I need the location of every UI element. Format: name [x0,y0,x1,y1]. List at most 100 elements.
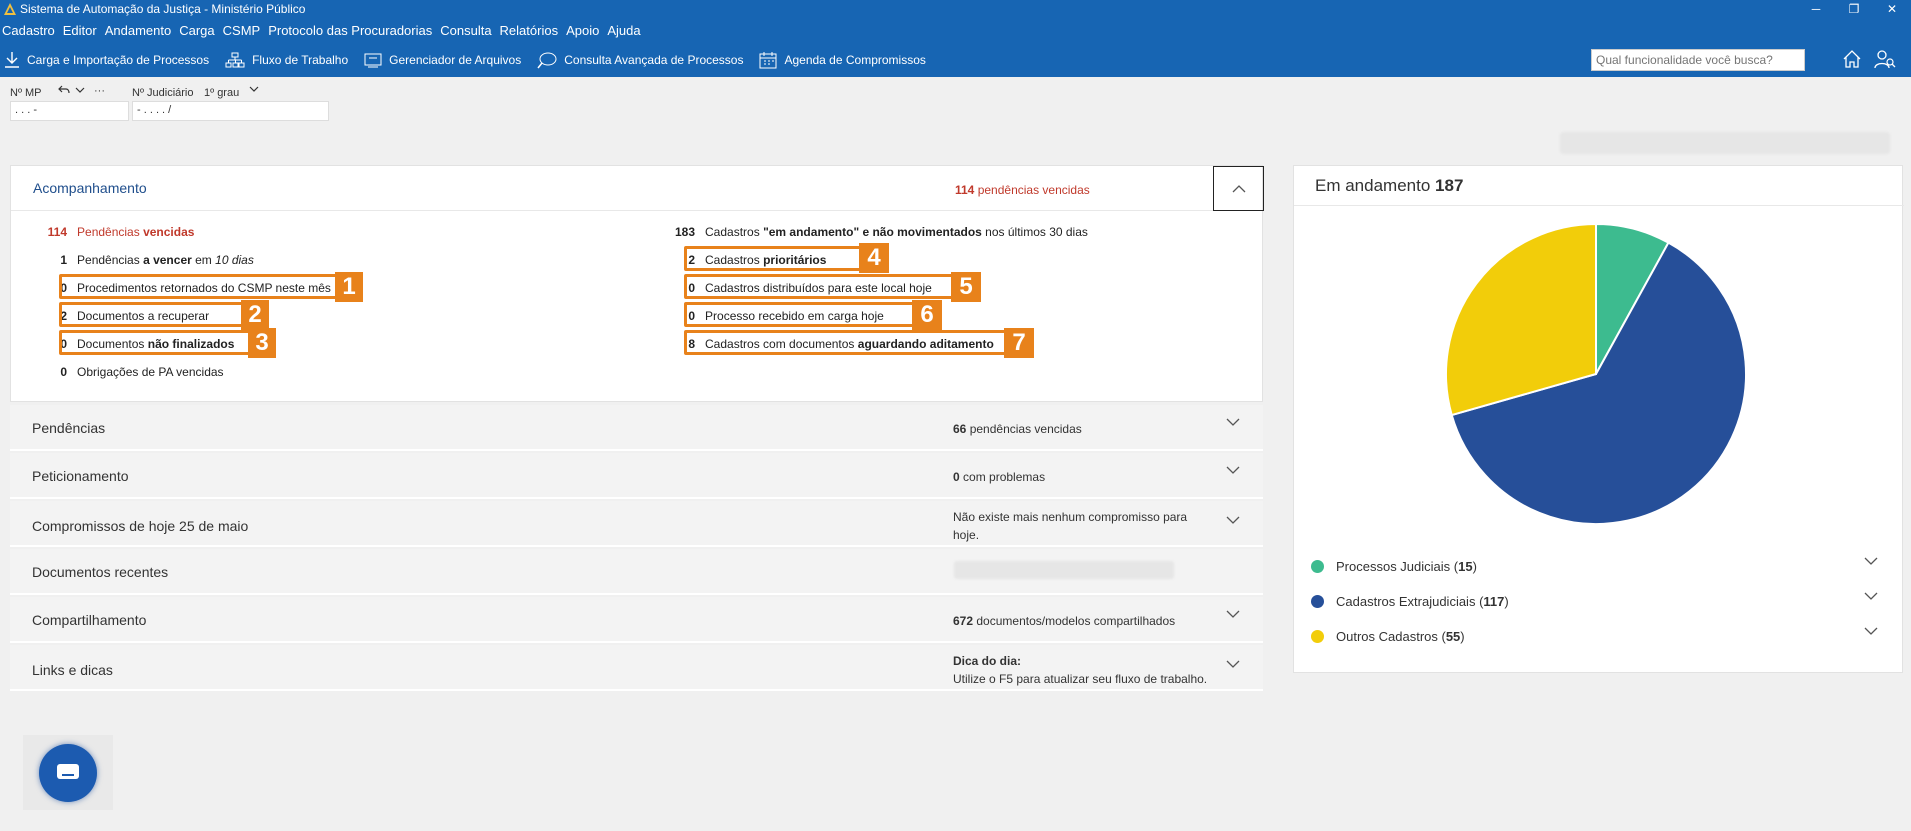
chevron-down-icon[interactable] [75,86,85,94]
status-count: 0 [953,470,960,484]
obrigacoes-pa-item[interactable]: 0 Obrigações de PA vencidas [43,365,223,379]
legend-cadastros-extrajudiciais[interactable]: Cadastros Extrajudiciais (117) [1311,594,1509,609]
legend-dot [1311,630,1324,643]
judicial-number-field[interactable]: - . . . . / [132,101,329,121]
minimize-button[interactable]: ─ [1811,2,1821,16]
menu-csmp[interactable]: CSMP [222,22,261,38]
item-text: Procedimentos retornados do CSMP neste m… [77,281,331,295]
chevron-down-icon[interactable] [1226,466,1240,475]
chevron-down-icon[interactable] [1226,610,1240,619]
count: 0 [60,337,67,351]
chevron-down-icon[interactable] [1226,516,1240,525]
cadastros-distribuidos-item[interactable]: 0 Cadastros distribuídos para este local… [671,281,932,295]
close-button[interactable]: ✕ [1886,2,1898,16]
section-title: Documentos recentes [32,564,169,580]
section-title: Compartilhamento [32,612,147,628]
feature-search-input[interactable] [1591,49,1805,71]
chat-search-icon [537,52,557,68]
count: 114 [47,225,67,239]
toolbar-label: Consulta Avançada de Processos [564,52,744,67]
menu-protocolo[interactable]: Protocolo das Procuradorias [268,22,433,38]
documentos-recuperar-item[interactable]: 2 Documentos a recuperar [43,309,209,323]
documentos-nao-finalizados-item[interactable]: 0 Documentos não finalizados [43,337,234,351]
item-text: Cadastros [705,253,760,267]
grau-chevron-down-icon[interactable] [249,85,259,93]
pie-slice-outros-cadastros[interactable] [1445,222,1597,417]
tip-title: Dica do dia: [953,654,1022,668]
menu-apoio[interactable]: Apoio [566,22,600,38]
more-options-icon[interactable]: ··· [94,85,105,97]
item-text: Pendências [77,225,140,239]
menu-ajuda[interactable]: Ajuda [607,22,641,38]
section-status: 0 com problemas [953,470,1045,484]
toolbar-agenda-compromissos[interactable]: Agenda de Compromissos [755,51,926,69]
toolbar-carga-importacao[interactable]: Carga e Importação de Processos [0,51,209,69]
collapse-button[interactable] [1213,166,1264,211]
annotation-badge-6: 6 [912,300,942,330]
annotation-badge-3: 3 [248,328,276,358]
acompanhamento-header[interactable]: Acompanhamento 114 pendências vencidas [11,166,1264,211]
pie-chart [1445,222,1747,525]
home-icon[interactable] [1842,49,1862,69]
cadastros-em-andamento-item[interactable]: 183 Cadastros "em andamento" e não movim… [671,225,1088,239]
legend-processos-judiciais[interactable]: Processos Judiciais (15) [1311,559,1477,574]
section-links-dicas[interactable]: Links e dicas Dica do dia: Utilize o F5 p… [10,645,1263,691]
chevron-down-icon[interactable] [1864,627,1878,636]
menu-andamento[interactable]: Andamento [104,22,172,38]
download-icon [5,51,19,68]
processo-recebido-carga-item[interactable]: 0 Processo recebido em carga hoje [671,309,883,323]
legend-outros-cadastros[interactable]: Outros Cadastros (55) [1311,629,1465,644]
blurred-status [954,561,1174,579]
user-search-icon[interactable] [1874,49,1896,69]
procedimentos-retornados-item[interactable]: 0 Procedimentos retornados do CSMP neste… [43,281,331,295]
cadastros-aguardando-aditamento-item[interactable]: 8 Cadastros com documentos aguardando ad… [671,337,993,351]
file-manager-icon [364,53,382,67]
legend-count: 117 [1483,594,1505,609]
section-title: Links e dicas [32,662,113,678]
item-text: Cadastros [705,225,760,239]
menu-consulta[interactable]: Consulta [440,22,492,38]
chevron-down-icon[interactable] [1864,592,1878,601]
item-text: Pendências [77,253,140,267]
section-compromissos[interactable]: Compromissos de hoje 25 de maio Não exis… [10,501,1263,547]
menu-editor[interactable]: Editor [62,22,97,38]
pendencias-a-vencer-item[interactable]: 1 Pendências a vencer em 10 dias [43,253,254,267]
toolbar-gerenciador-arquivos[interactable]: Gerenciador de Arquivos [360,52,521,68]
section-compartilhamento[interactable]: Compartilhamento 672 documentos/modelos … [10,597,1263,643]
count: 0 [60,365,67,379]
toolbar-fluxo-trabalho[interactable]: Fluxo de Trabalho [221,52,348,68]
pie-slice-cadastros-extrajudiciais[interactable] [1450,241,1747,525]
legend-count: 15 [1458,559,1473,574]
tip-text: Utilize o F5 para atualizar seu fluxo de… [953,672,1208,686]
cadastros-prioritarios-item[interactable]: 2 Cadastros prioritários [671,253,826,267]
undo-icon[interactable] [58,85,70,95]
chat-bubble-icon [39,743,97,802]
maximize-button[interactable]: ❐ [1848,2,1860,16]
section-peticionamento[interactable]: Peticionamento 0 com problemas [10,453,1263,499]
judicial-number-label: Nº Judiciário [132,87,194,99]
chevron-down-icon[interactable] [1226,418,1240,427]
legend-dot [1311,595,1324,608]
mp-number-field[interactable]: . . . - [10,101,129,121]
menu-carga[interactable]: Carga [179,22,215,38]
section-pendencias[interactable]: Pendências 66 pendências vencidas [10,405,1263,451]
chevron-down-icon[interactable] [1864,557,1878,566]
toolbar-consulta-avancada[interactable]: Consulta Avançada de Processos [533,51,743,69]
grau-label: 1º grau [204,87,240,99]
section-documentos-recentes[interactable]: Documentos recentes [10,549,1263,595]
section-status: Dica do dia: Utilize o F5 para atualizar … [953,652,1207,688]
menu-bar: Cadastro Editor Andamento Carga CSMP Pro… [0,18,1911,42]
status-text: pendências vencidas [969,422,1082,436]
mp-number-label: Nº MP [10,87,42,99]
menu-relatorios[interactable]: Relatórios [499,22,559,38]
menu-cadastro[interactable]: Cadastro [2,22,55,38]
toolbar-label: Carga e Importação de Processos [27,52,210,67]
chevron-down-icon[interactable] [1226,660,1240,669]
legend-count: 55 [1445,629,1461,644]
floating-chat-button[interactable] [23,735,113,810]
section-status: 672 documentos/modelos compartilhados [953,614,1175,628]
item-text: Documentos [77,337,145,351]
pendencias-vencidas-item[interactable]: 114 Pendências vencidas [43,225,195,239]
window-title: Sistema de Automação da Justiça - Minist… [20,2,306,16]
annotation-box-7 [684,330,1019,355]
